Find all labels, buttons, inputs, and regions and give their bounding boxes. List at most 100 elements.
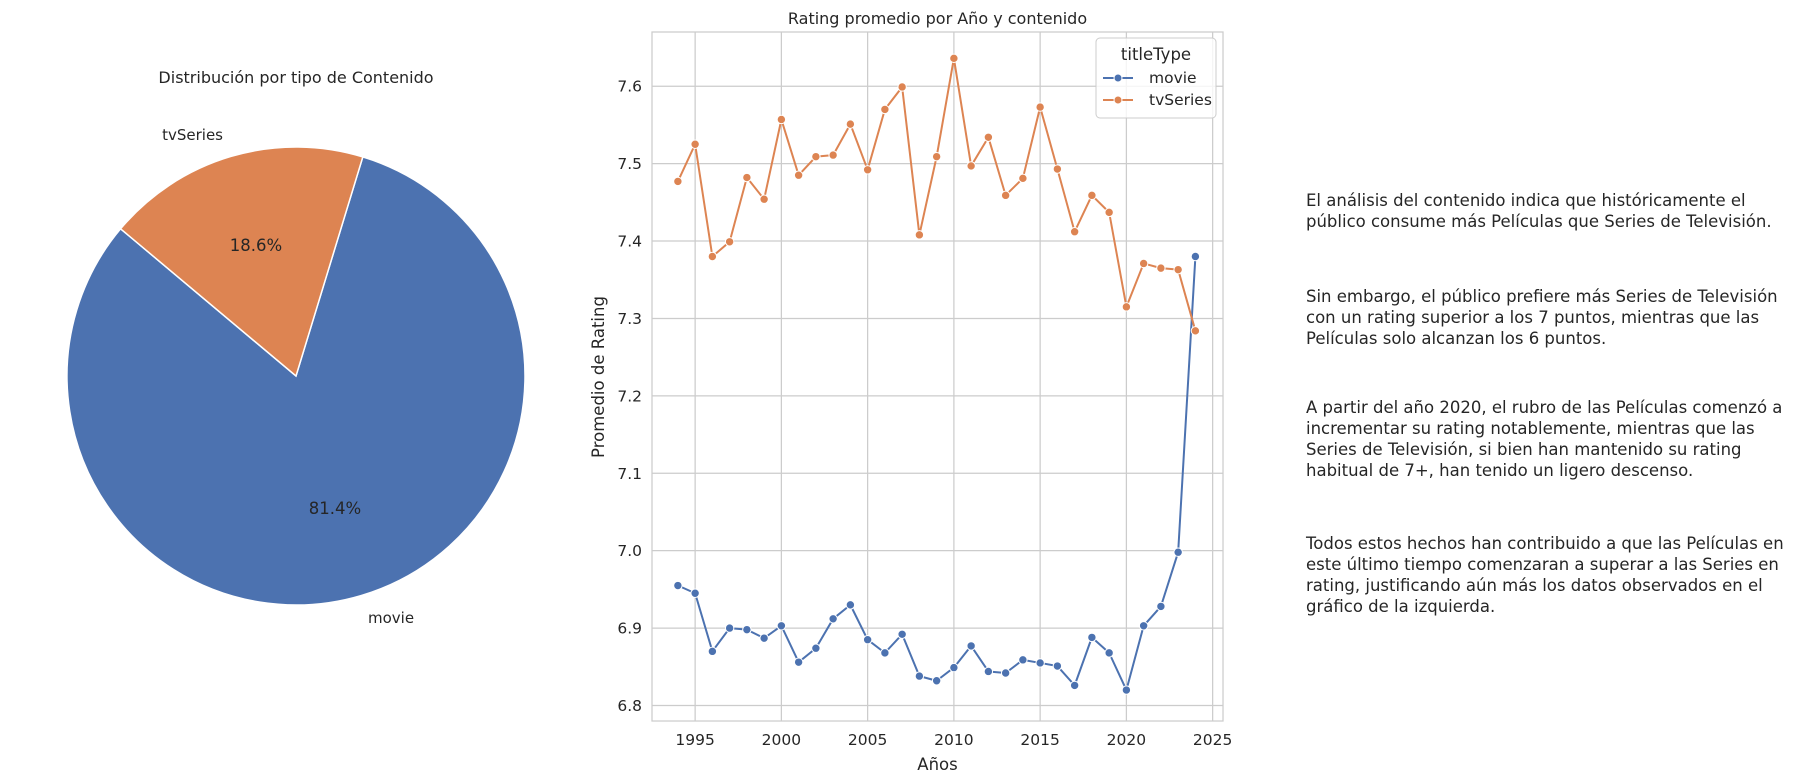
legend-swatch-marker-tvseries <box>1113 95 1123 105</box>
data-point-tvseries <box>1190 326 1201 336</box>
legend: titleType movie tvSeries <box>1095 37 1217 119</box>
data-point-tvseries <box>673 176 683 187</box>
data-point-movie <box>828 614 838 624</box>
data-point-movie <box>1018 655 1028 665</box>
data-point-movie <box>931 676 942 686</box>
legend-entry-tvseries: tvSeries <box>1103 91 1212 109</box>
data-point-movie <box>742 624 752 635</box>
x-tick-label: 2000 <box>762 731 801 749</box>
x-tick-label: 1995 <box>675 731 714 749</box>
data-point-movie <box>776 621 787 631</box>
plot-frame <box>651 31 1224 722</box>
data-point-tvseries <box>862 165 873 175</box>
commentary-paragraph-2: Sin embargo, el público prefiere más Ser… <box>1306 287 1778 348</box>
y-tick-label: 7.4 <box>617 233 642 251</box>
legend-box <box>1095 37 1217 119</box>
data-point-tvseries <box>1069 227 1080 237</box>
legend-label-tvseries: tvSeries <box>1149 91 1212 109</box>
data-point-tvseries <box>845 119 856 129</box>
legend-entry-movie: movie <box>1103 69 1197 87</box>
commentary-paragraph-3: A partir del año 2020, el rubro de las P… <box>1306 398 1783 480</box>
legend-title: titleType <box>1121 45 1191 64</box>
data-point-tvseries <box>983 132 994 142</box>
data-point-tvseries <box>914 230 925 240</box>
series-tvseries <box>673 53 1201 336</box>
series-movie <box>673 251 1201 695</box>
pie-slice-tvseries <box>119 146 364 378</box>
data-point-tvseries <box>1104 207 1114 218</box>
data-point-tvseries <box>897 82 907 92</box>
x-tick-label: 2015 <box>1020 731 1059 749</box>
pie-label-tvseries: tvSeries <box>162 126 223 144</box>
y-tick-label: 7.5 <box>617 155 642 173</box>
data-point-movie <box>673 580 683 591</box>
data-point-movie <box>811 643 821 653</box>
data-point-movie <box>914 671 925 681</box>
data-point-movie <box>1190 251 1201 262</box>
data-point-movie <box>1156 601 1166 612</box>
data-point-tvseries <box>880 104 890 115</box>
data-point-movie <box>1035 658 1045 668</box>
data-point-movie <box>862 635 873 645</box>
data-point-movie <box>1138 621 1149 631</box>
line-chart: Rating promedio por Año y contenido 1995… <box>589 9 1232 774</box>
x-tick-label: 2025 <box>1193 731 1232 749</box>
data-point-movie <box>793 657 804 667</box>
data-point-movie <box>897 629 907 639</box>
data-point-tvseries <box>1018 173 1028 184</box>
x-tick-label: 2010 <box>934 731 973 749</box>
line-chart-title: Rating promedio por Año y contenido <box>788 9 1087 28</box>
data-point-movie <box>1104 648 1114 658</box>
legend-swatch-marker-movie <box>1113 73 1123 83</box>
y-tick-label: 6.8 <box>617 697 642 715</box>
data-point-tvseries <box>1087 190 1097 201</box>
commentary-paragraph-4: Todos estos hechos han contribuido a que… <box>1306 534 1784 616</box>
commentary-paragraph-1: El análisis del contenido indica que his… <box>1306 191 1772 231</box>
data-point-tvseries <box>707 251 718 262</box>
data-point-tvseries <box>759 194 769 204</box>
data-point-tvseries <box>828 150 838 160</box>
data-point-movie <box>1000 668 1011 678</box>
legend-label-movie: movie <box>1149 69 1197 87</box>
data-point-movie <box>983 666 994 677</box>
x-axis-label: Años <box>917 755 957 774</box>
data-point-movie <box>759 633 769 643</box>
pie-slice-movie <box>66 156 526 606</box>
data-point-tvseries <box>1035 102 1045 112</box>
data-point-movie <box>845 600 856 610</box>
pie-pct-movie: 81.4% <box>309 499 361 518</box>
data-point-tvseries <box>1156 263 1166 273</box>
data-point-movie <box>966 641 976 651</box>
data-point-tvseries <box>966 161 976 171</box>
grid <box>652 32 1223 721</box>
data-point-tvseries <box>811 151 821 162</box>
data-point-tvseries <box>1121 302 1132 312</box>
pie-chart: Distribución por tipo de Contenido tvSer… <box>66 68 526 627</box>
y-tick-label: 7.6 <box>617 78 642 96</box>
data-point-tvseries <box>1138 258 1149 269</box>
data-point-tvseries <box>931 151 942 162</box>
y-tick-label: 7.2 <box>617 387 642 405</box>
data-point-movie <box>1052 661 1063 671</box>
data-point-tvseries <box>1173 264 1183 275</box>
y-tick-label: 7.0 <box>617 542 642 560</box>
data-point-tvseries <box>724 237 735 247</box>
data-point-tvseries <box>776 114 787 125</box>
data-point-movie <box>949 662 959 673</box>
x-tick-label: 2020 <box>1107 731 1146 749</box>
data-point-movie <box>1069 680 1080 691</box>
pie-title: Distribución por tipo de Contenido <box>158 68 433 87</box>
data-point-movie <box>1121 685 1132 695</box>
data-point-movie <box>690 588 700 598</box>
pie-pct-tvseries: 18.6% <box>230 236 282 255</box>
y-axis-ticks: 6.8 6.9 7.0 7.1 7.2 7.3 7.4 7.5 7.6 <box>617 78 642 715</box>
data-point-movie <box>724 623 735 633</box>
data-point-movie <box>1173 547 1183 557</box>
y-axis-label: Promedio de Rating <box>589 296 608 458</box>
pie-label-movie: movie <box>368 609 414 627</box>
data-point-tvseries <box>742 172 752 183</box>
pie-slices <box>66 146 526 606</box>
data-point-tvseries <box>793 170 804 180</box>
data-point-movie <box>707 646 718 657</box>
data-point-tvseries <box>949 53 959 64</box>
